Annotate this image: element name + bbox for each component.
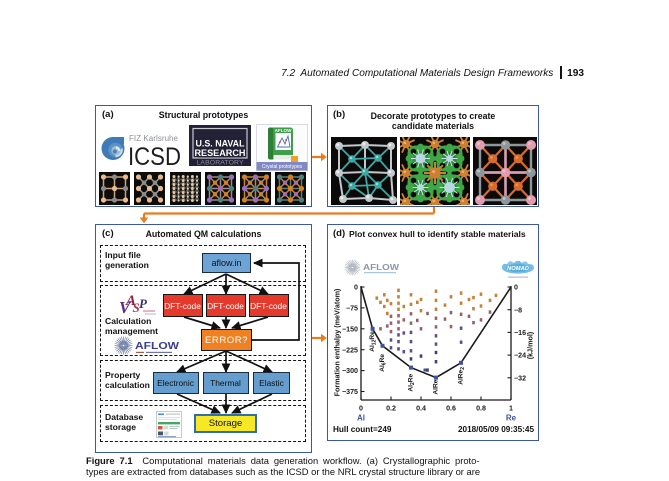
svg-text:AFLOW: AFLOW <box>363 263 400 272</box>
svg-text:1: 1 <box>509 405 513 413</box>
svg-text:RESEARCH: RESEARCH <box>195 148 246 158</box>
svg-text:NOMAD: NOMAD <box>507 266 530 272</box>
svg-text:−300: −300 <box>342 367 358 375</box>
svg-text:ICSD: ICSD <box>128 143 181 170</box>
svg-text:Al2Re: Al2Re <box>408 373 417 391</box>
svg-text:AFLOW: AFLOW <box>275 128 293 133</box>
svg-text:AFLOW: AFLOW <box>135 341 180 352</box>
svg-text:P: P <box>139 296 148 311</box>
svg-text:−24: −24 <box>514 352 526 360</box>
svg-text:Al: Al <box>357 414 365 423</box>
svg-text:−8: −8 <box>514 306 522 314</box>
svg-text:Al12Re: Al12Re <box>369 331 378 352</box>
svg-text:−16: −16 <box>514 329 526 337</box>
svg-text:0.6: 0.6 <box>446 405 456 413</box>
svg-text:Al6Re: Al6Re <box>379 354 388 372</box>
svg-text:−32: −32 <box>514 374 526 382</box>
svg-text:LABORATORY: LABORATORY <box>197 160 244 167</box>
svg-text:Crystal prototypes: Crystal prototypes <box>262 164 303 170</box>
svg-text:0.8: 0.8 <box>476 405 486 413</box>
svg-text:S: S <box>133 300 140 315</box>
svg-text:0: 0 <box>359 405 363 413</box>
svg-text:−375: −375 <box>342 388 358 396</box>
svg-text:−225: −225 <box>342 346 358 354</box>
svg-text:AlRe2: AlRe2 <box>458 367 467 385</box>
svg-text:0.2: 0.2 <box>386 405 396 413</box>
svg-text:V: V <box>119 298 132 317</box>
svg-text:0: 0 <box>514 284 518 292</box>
svg-text:A: A <box>125 293 136 309</box>
svg-text:0: 0 <box>354 284 358 292</box>
svg-text:AlRe: AlRe <box>433 379 440 394</box>
svg-text:Re: Re <box>506 414 517 423</box>
svg-text:−75: −75 <box>346 305 358 313</box>
svg-text:U.S. NAVAL: U.S. NAVAL <box>196 139 245 149</box>
svg-text:0.4: 0.4 <box>416 405 426 413</box>
svg-text:−150: −150 <box>342 325 358 333</box>
svg-text:FIZ Karlsruhe: FIZ Karlsruhe <box>129 134 179 143</box>
